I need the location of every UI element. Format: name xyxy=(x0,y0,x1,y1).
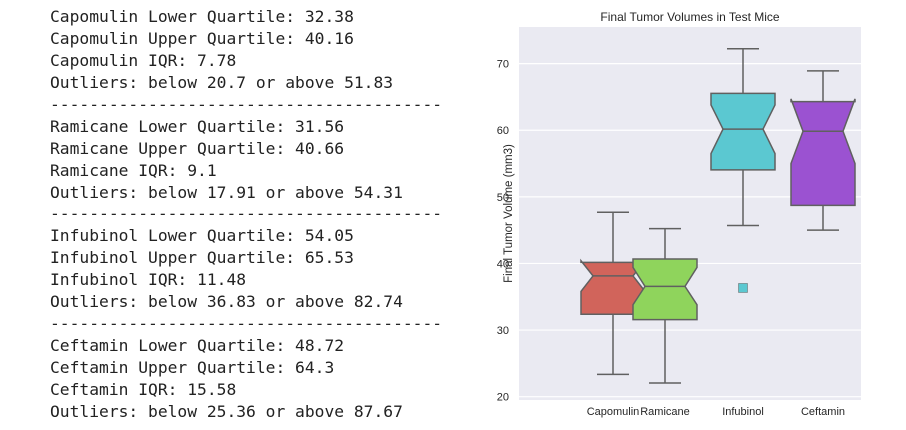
output-line: Outliers: below 20.7 or above 51.83 xyxy=(50,72,394,92)
output-line: Ramicane Upper Quartile: 40.66 xyxy=(50,138,345,158)
x-tick-label: Infubinol xyxy=(722,406,764,418)
output-line: Infubinol Upper Quartile: 65.53 xyxy=(50,248,354,268)
box-infubinol xyxy=(710,48,776,293)
box-body xyxy=(790,98,856,207)
y-tick-label: 50 xyxy=(497,192,509,204)
x-tick-label: Ceftamin xyxy=(801,406,845,418)
output-line: Outliers: below 17.91 or above 54.31 xyxy=(50,182,403,202)
output-line: Infubinol Lower Quartile: 54.05 xyxy=(50,226,354,246)
output-line: Ramicane Lower Quartile: 31.56 xyxy=(50,116,345,136)
output-line: Capomulin Lower Quartile: 32.38 xyxy=(50,7,354,26)
x-tick-label: Ramicane xyxy=(640,406,690,418)
plot-area xyxy=(519,27,861,400)
box-body xyxy=(710,92,776,171)
separator-line: ---------------------------------------- xyxy=(50,314,443,334)
printed-output: Capomulin Lower Quartile: 32.38 Capomulin… xyxy=(50,6,442,423)
output-line: Ceftamin IQR: 15.58 xyxy=(50,379,237,399)
output-line: Ceftamin Upper Quartile: 64.3 xyxy=(50,358,335,377)
output-line: Infubinol IQR: 11.48 xyxy=(50,270,247,290)
output-line: Capomulin Upper Quartile: 40.16 xyxy=(50,28,354,48)
box-ceftamin xyxy=(790,70,856,231)
output-line: Outliers: below 25.36 or above 87.67 xyxy=(50,401,403,421)
y-tick-label: 40 xyxy=(497,258,509,270)
output-line: Capomulin IQR: 7.78 xyxy=(50,50,237,70)
outlier-point xyxy=(738,283,748,293)
y-axis-label: Final Tumor Volume (mm3) xyxy=(503,144,515,283)
separator-line: ---------------------------------------- xyxy=(50,204,443,224)
output-line: Ramicane IQR: 9.1 xyxy=(50,160,217,180)
output-line: Ceftamin Lower Quartile: 48.72 xyxy=(50,336,345,356)
y-tick-label: 70 xyxy=(497,59,509,71)
box-body xyxy=(632,258,698,321)
output-line: Outliers: below 36.83 or above 82.74 xyxy=(50,292,403,312)
y-tick-label: 30 xyxy=(497,325,509,337)
x-tick-label: Capomulin xyxy=(587,406,640,418)
y-tick-label: 60 xyxy=(497,125,509,137)
separator-line: ---------------------------------------- xyxy=(50,94,443,114)
chart-title: Final Tumor Volumes in Test Mice xyxy=(600,10,780,24)
y-tick-label: 20 xyxy=(497,392,509,404)
box-ramicane xyxy=(632,227,698,384)
